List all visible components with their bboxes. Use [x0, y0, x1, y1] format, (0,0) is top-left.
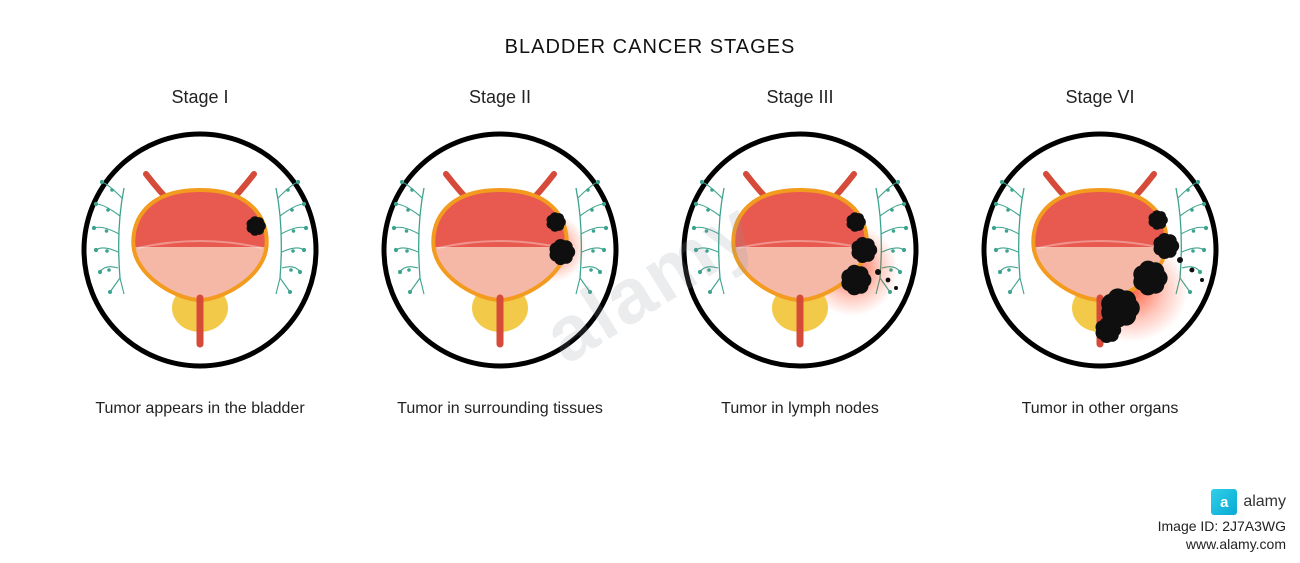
- watermark-credit: Image ID: 2J7A3WGwww.alamy.com: [1158, 518, 1286, 553]
- stage-label: Stage II: [469, 87, 531, 108]
- watermark-logo: a alamy: [1211, 489, 1286, 515]
- stage-diagram: [680, 130, 920, 370]
- stage-card: Stage III Tumor in lymph nodes: [660, 87, 940, 418]
- main-title: BLADDER CANCER STAGES: [0, 0, 1300, 59]
- stage-label: Stage VI: [1065, 87, 1134, 108]
- stage-diagram: [380, 130, 620, 370]
- stage-description: Tumor in other organs: [1022, 400, 1179, 418]
- watermark-logo-letter: a: [1211, 489, 1237, 515]
- stage-diagram: [80, 130, 320, 370]
- stage-diagram: [980, 130, 1220, 370]
- stage-label: Stage III: [766, 87, 833, 108]
- stages-row: Stage I Tumor appears in the bladderStag…: [0, 87, 1300, 418]
- stage-card: Stage II Tumor in surrounding tissues: [360, 87, 640, 418]
- stage-description: Tumor appears in the bladder: [95, 400, 304, 418]
- stage-card: Stage VI Tumor in other organs: [960, 87, 1240, 418]
- watermark-logo-text: alamy: [1243, 493, 1286, 511]
- stage-card: Stage I Tumor appears in the bladder: [60, 87, 340, 418]
- stage-label: Stage I: [171, 87, 228, 108]
- stage-description: Tumor in surrounding tissues: [397, 400, 603, 418]
- stage-description: Tumor in lymph nodes: [721, 400, 879, 418]
